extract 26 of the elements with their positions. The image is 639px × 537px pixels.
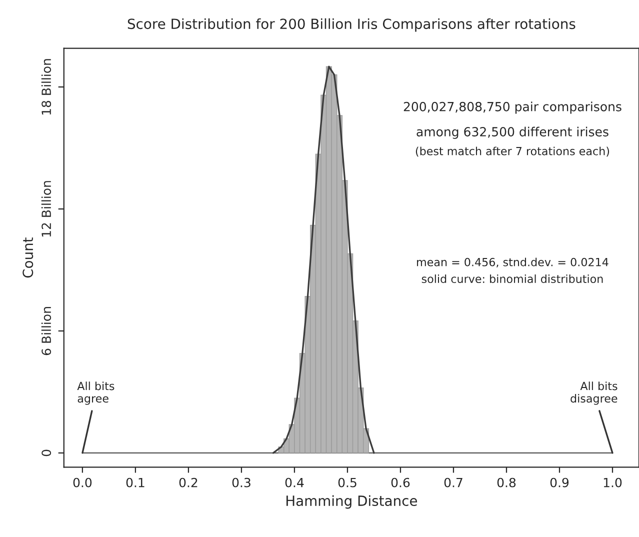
x-axis-title: Hamming Distance bbox=[286, 495, 418, 509]
x-tick-label: 1.0 bbox=[604, 478, 622, 488]
annotation: mean = 0.456, stnd.dev. = 0.0214 bbox=[417, 258, 608, 268]
y-tick-label: 0 bbox=[42, 450, 52, 456]
annotation: solid curve: binomial distribution bbox=[422, 274, 603, 284]
y-axis-title: Count bbox=[22, 237, 34, 278]
annotation: All bits agree bbox=[77, 382, 114, 405]
chart-title: Score Distribution for 200 Billion Iris Comparisons after rotations bbox=[128, 18, 576, 32]
x-tick-label: 0.8 bbox=[497, 478, 516, 488]
x-tick-label: 0.0 bbox=[73, 478, 92, 488]
annotation: (best match after 7 rotations each) bbox=[416, 146, 610, 157]
x-tick-label: 0.2 bbox=[179, 478, 198, 488]
line-series bbox=[272, 66, 375, 454]
annotation: All bits disagree bbox=[570, 382, 618, 405]
x-tick-label: 0.7 bbox=[444, 478, 462, 488]
x-tick-label: 0.4 bbox=[285, 478, 304, 488]
x-tick-label: 0.9 bbox=[550, 478, 569, 488]
x-tick-label: 0.6 bbox=[391, 478, 410, 488]
x-tick-label: 0.1 bbox=[126, 478, 144, 488]
x-tick-label: 0.5 bbox=[338, 478, 356, 488]
y-tick-label: 18 Billion bbox=[41, 59, 52, 115]
y-tick-label: 12 Billion bbox=[41, 181, 52, 237]
y-tick-label: 6 Billion bbox=[41, 307, 52, 356]
annotation: among 632,500 different irises bbox=[416, 126, 608, 139]
x-tick-label: 0.3 bbox=[232, 478, 250, 488]
annotation: 200,027,808,750 pair comparisons bbox=[404, 102, 622, 114]
